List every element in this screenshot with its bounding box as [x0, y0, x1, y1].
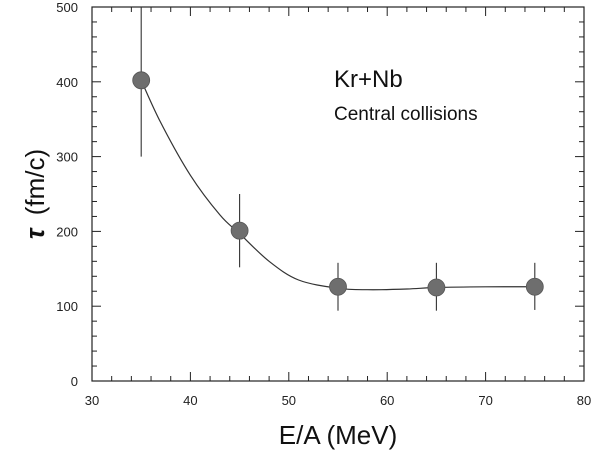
error-bars	[140, 7, 536, 311]
x-axis-title: E/A (MeV)	[279, 420, 397, 450]
data-point	[132, 71, 151, 90]
x-tick-label: 40	[183, 393, 197, 408]
axis-ticks	[91, 6, 585, 382]
y-tick-label: 200	[56, 224, 78, 239]
svg-text:τ (fm/c): τ (fm/c)	[20, 149, 50, 239]
y-axis-title: τ (fm/c)	[20, 149, 50, 239]
data-point	[230, 221, 249, 240]
y-tick-label: 100	[56, 299, 78, 314]
y-tick-label: 0	[71, 374, 78, 389]
x-tick-label: 60	[380, 393, 394, 408]
y-axis-unit: (fm/c)	[20, 149, 50, 215]
annotation-title: Kr+Nb	[334, 66, 403, 93]
tick-labels: 30 40 50 60 70 80 0 100 200 300 400 500	[56, 0, 591, 408]
data-point	[329, 277, 347, 296]
y-tick-label: 400	[56, 75, 78, 90]
y-tick-label: 500	[56, 0, 78, 15]
data-point	[427, 278, 446, 297]
x-tick-label: 30	[85, 393, 99, 408]
plot-frame	[91, 6, 585, 382]
x-tick-label: 70	[478, 393, 492, 408]
y-tick-label: 300	[56, 150, 78, 165]
x-tick-label: 80	[577, 393, 591, 408]
data-point	[525, 277, 544, 296]
x-tick-label: 50	[282, 393, 296, 408]
annotation-subtitle: Central collisions	[334, 104, 478, 125]
y-axis-symbol: τ	[20, 227, 50, 239]
data-markers	[132, 71, 544, 297]
